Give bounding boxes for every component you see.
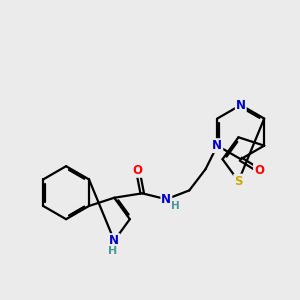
- Text: N: N: [212, 139, 222, 152]
- Text: N: N: [161, 193, 171, 206]
- Text: O: O: [254, 164, 264, 177]
- Text: O: O: [133, 164, 143, 177]
- Text: H: H: [108, 246, 117, 256]
- Text: H: H: [171, 201, 180, 211]
- Text: N: N: [236, 98, 246, 112]
- Text: S: S: [234, 175, 243, 188]
- Text: N: N: [109, 234, 119, 247]
